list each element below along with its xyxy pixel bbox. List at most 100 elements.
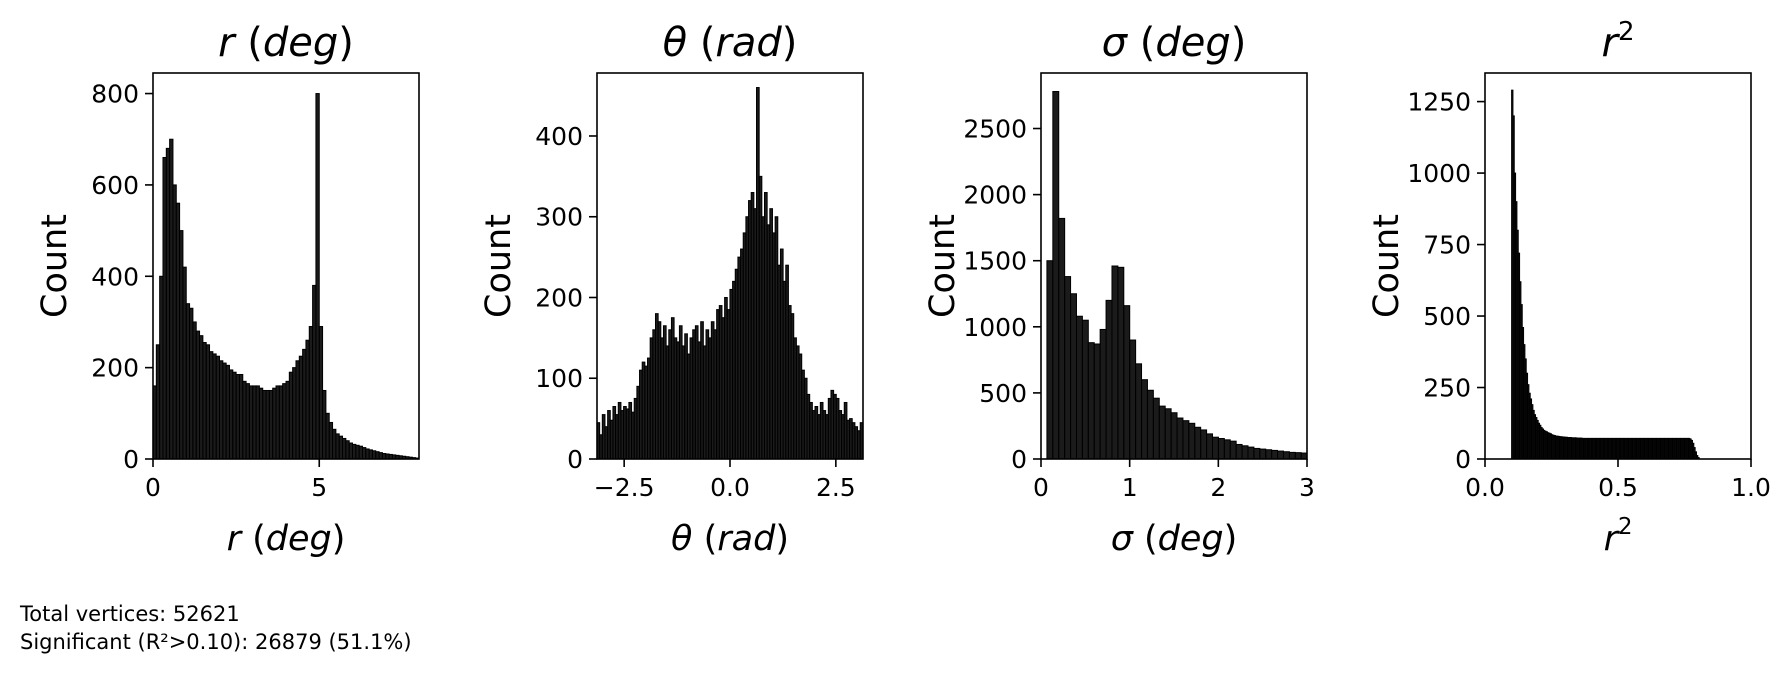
x-tick-label: 0.5	[1598, 473, 1638, 502]
histogram-bar	[1111, 265, 1119, 459]
y-tick-label: 0	[567, 445, 583, 474]
histogram-bar	[1105, 299, 1113, 459]
histogram-bar	[1123, 305, 1131, 459]
histogram-bar	[1081, 319, 1089, 459]
panel-title: r2	[1602, 17, 1635, 66]
y-axis-label: Count	[35, 214, 75, 318]
y-tick-label: 300	[535, 203, 583, 232]
histogram-panel-3: 0 1 2 3 0 500 1000 1500 2000 2500 σ (deg) σ (deg) Co…	[923, 20, 1315, 559]
x-tick-label: 0	[1033, 473, 1049, 502]
histogram-bar	[1194, 426, 1202, 459]
y-tick-label: 2500	[963, 115, 1027, 144]
y-tick-label: 500	[979, 379, 1027, 408]
histogram-bar	[1135, 363, 1143, 459]
histogram-bar	[315, 93, 320, 459]
x-tick-label: 2	[1210, 473, 1226, 502]
histogram-bar	[1099, 328, 1107, 459]
y-tick-label: 1250	[1407, 88, 1471, 117]
y-tick-label: 200	[91, 354, 139, 383]
y-tick-label: 1500	[963, 247, 1027, 276]
x-tick-label: 2.5	[816, 473, 856, 502]
histogram-bar	[1282, 451, 1290, 459]
x-tick-label: 0.0	[1465, 473, 1505, 502]
total-vertices-line: Total vertices: 52621	[20, 602, 240, 626]
histogram-bar	[1241, 445, 1249, 459]
bars-group	[1511, 89, 1700, 459]
y-tick-label: 750	[1423, 231, 1471, 260]
histogram-bar	[1093, 343, 1101, 459]
axes-frame	[152, 72, 420, 460]
y-tick-label: 1000	[963, 313, 1027, 342]
x-tick-label: 1.0	[1731, 473, 1771, 502]
y-tick-label: 200	[535, 283, 583, 312]
y-axis-label: Count	[923, 214, 963, 318]
y-tick-label: 400	[91, 262, 139, 291]
x-tick-label: 5	[311, 473, 327, 502]
y-tick-label: 400	[535, 122, 583, 151]
y-tick-label: 800	[91, 80, 139, 109]
histogram-panel-4: 0.0 0.5 1.0 0 250 500 750 1000 1250 r2 r2 Count	[1367, 17, 1771, 559]
y-tick-label: 0	[1455, 445, 1471, 474]
histogram-bar	[1247, 446, 1255, 459]
histogram-bar	[1212, 436, 1219, 459]
y-tick-label: 2000	[963, 181, 1027, 210]
histogram-bar	[1129, 339, 1137, 459]
y-tick-label: 100	[535, 364, 583, 393]
y-tick-label: 500	[1423, 302, 1471, 331]
y-tick-label: 250	[1423, 374, 1471, 403]
histogram-bar	[1259, 448, 1267, 459]
x-tick-label: 3	[1299, 473, 1315, 502]
histogram-bar	[1146, 389, 1154, 459]
x-tick-label: 0	[145, 473, 161, 502]
x-axis-label: θ (rad)	[671, 519, 789, 559]
histogram-bar	[1288, 451, 1296, 459]
histogram-panel-2: −2.5 0.0 2.5 0 100 200 300 400 θ (rad) θ (rad) Cou…	[479, 20, 864, 559]
x-axis-label: σ (deg)	[1111, 519, 1238, 559]
y-tick-label: 0	[1011, 445, 1027, 474]
panel-title: r (deg)	[218, 20, 354, 66]
histogram-bar	[1217, 438, 1225, 459]
histogram-bar	[1141, 379, 1148, 459]
histogram-bar	[1253, 447, 1261, 459]
histogram-panel-1: 0 5 0 200 400 600 800 r (deg) r (deg) Count	[35, 20, 420, 559]
bars-group	[1046, 91, 1307, 459]
histogram-bar	[1075, 315, 1083, 459]
histogram-bar	[1064, 276, 1072, 459]
y-axis-label: Count	[479, 214, 519, 318]
x-tick-label: −2.5	[594, 473, 655, 502]
histogram-bar	[1087, 342, 1095, 459]
histogram-bar	[1200, 429, 1208, 459]
histogram-bar	[1271, 449, 1279, 459]
histogram-bar	[1176, 417, 1184, 459]
bars-group	[597, 87, 863, 459]
x-axis-label: r2	[1604, 514, 1633, 559]
histogram-bar	[1235, 443, 1243, 459]
histogram-bar	[1182, 420, 1190, 459]
panel-title: θ (rad)	[663, 20, 798, 66]
histogram-bar	[1164, 408, 1172, 459]
y-tick-label: 600	[91, 171, 139, 200]
histogram-bar	[1070, 293, 1077, 459]
panel-title: σ (deg)	[1102, 20, 1247, 66]
histogram-bar	[1265, 449, 1273, 459]
x-axis-label: r (deg)	[227, 519, 346, 559]
histogram-bar	[1046, 260, 1054, 459]
histogram-bar	[1058, 217, 1066, 459]
histogram-bar	[1152, 397, 1160, 459]
x-tick-label: 1	[1122, 473, 1138, 502]
histogram-bar	[1277, 450, 1284, 459]
histogram-bar	[1223, 439, 1231, 459]
bars-group	[153, 93, 419, 459]
histogram-bar	[1229, 440, 1237, 459]
y-axis-label: Count	[1367, 214, 1407, 318]
histogram-bar	[1188, 422, 1196, 459]
histogram-bar	[1158, 405, 1166, 459]
x-tick-label: 0.0	[710, 473, 750, 502]
histogram-bar	[1170, 412, 1178, 459]
y-tick-label: 0	[123, 445, 139, 474]
histogram-bar	[1117, 266, 1125, 459]
histogram-bar	[1206, 433, 1214, 459]
axes-frame	[1040, 72, 1308, 460]
y-tick-label: 1000	[1407, 159, 1471, 188]
